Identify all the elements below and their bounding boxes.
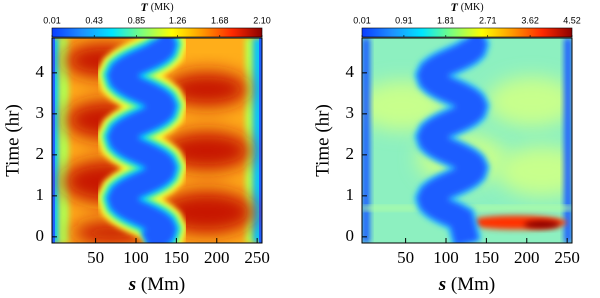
heatmap-edge — [253, 38, 262, 243]
colorbar-tick-label: 0.43 — [85, 15, 103, 25]
heatmap-edge — [52, 38, 61, 243]
colorbar-unit: (MK) — [151, 2, 174, 13]
colorbar-tick-label: 1.68 — [211, 15, 229, 25]
x-tick-label: 150 — [474, 248, 500, 267]
x-axis-symbol: s — [128, 274, 136, 295]
x-axis-symbol: s — [438, 274, 446, 295]
heatmap-edge — [362, 38, 370, 243]
x-tick-label: 50 — [87, 248, 104, 267]
x-tick-label: 150 — [164, 248, 190, 267]
y-tick-label: 3 — [36, 103, 45, 122]
colorbar-tick-label: 1.81 — [437, 15, 455, 25]
colorbar-tick-label: 2.71 — [479, 15, 497, 25]
colorbar-label: T (MK) — [140, 0, 173, 14]
colorbar-tick-label: 0.85 — [128, 15, 146, 25]
colorbar-tick-label: 0.01 — [43, 15, 61, 25]
colorbar-tick-label: 2.10 — [253, 15, 271, 25]
y-tick-label: 4 — [346, 62, 355, 81]
heatmap-edge — [259, 38, 262, 243]
plot-frame — [51, 37, 263, 244]
heatmap-blob — [487, 76, 572, 127]
x-tick-label: 50 — [397, 248, 414, 267]
colorbar-unit: (MK) — [461, 2, 484, 13]
y-tick-label: 0 — [36, 226, 45, 245]
colorbar — [361, 27, 573, 38]
heatmap-edge — [564, 38, 572, 243]
colorbar-tick-label: 0.91 — [395, 15, 413, 25]
plot-frame — [361, 37, 573, 244]
heatmap-blob — [497, 146, 572, 197]
heatmap-band — [417, 38, 487, 243]
heatmap-band — [107, 38, 177, 243]
y-tick-label: 3 — [346, 103, 355, 122]
y-tick-label: 4 — [36, 62, 45, 81]
x-tick-label: 200 — [204, 248, 230, 267]
x-tick-label: 250 — [244, 248, 270, 267]
x-tick-label: 250 — [554, 248, 580, 267]
x-axis-unit: (Mm) — [451, 274, 495, 295]
y-tick-label: 0 — [346, 226, 355, 245]
heatmap-edge — [59, 38, 69, 243]
x-axis-label: s (Mm) — [438, 274, 495, 295]
y-axis-label: Time (hr) — [312, 104, 333, 177]
heatmap-blob — [165, 71, 249, 108]
heatmap — [52, 38, 262, 243]
y-tick-label: 1 — [346, 185, 355, 204]
x-axis-unit: (Mm) — [141, 274, 185, 295]
colorbar-symbol: T — [450, 0, 458, 14]
colorbar-tick-label: 4.52 — [563, 15, 581, 25]
colorbar — [51, 27, 263, 38]
x-tick-label: 100 — [123, 248, 149, 267]
heatmap-edge — [245, 38, 255, 243]
y-tick-label: 2 — [36, 144, 45, 163]
colorbar-tick-label: 1.26 — [169, 15, 187, 25]
colorbar-tick-label: 0.01 — [353, 15, 371, 25]
heatmap-edge — [52, 38, 55, 243]
x-tick-label: 200 — [514, 248, 540, 267]
colorbar-label: T (MK) — [450, 0, 483, 14]
colorbar-symbol: T — [140, 0, 148, 14]
heatmap — [362, 38, 572, 243]
x-axis-label: s (Mm) — [128, 274, 185, 295]
y-tick-label: 2 — [346, 144, 355, 163]
x-tick-label: 100 — [433, 248, 459, 267]
colorbar-tick-label: 3.62 — [521, 15, 539, 25]
y-tick-label: 1 — [36, 185, 45, 204]
y-axis-label: Time (hr) — [2, 104, 23, 177]
heatmap-blob — [524, 220, 560, 229]
